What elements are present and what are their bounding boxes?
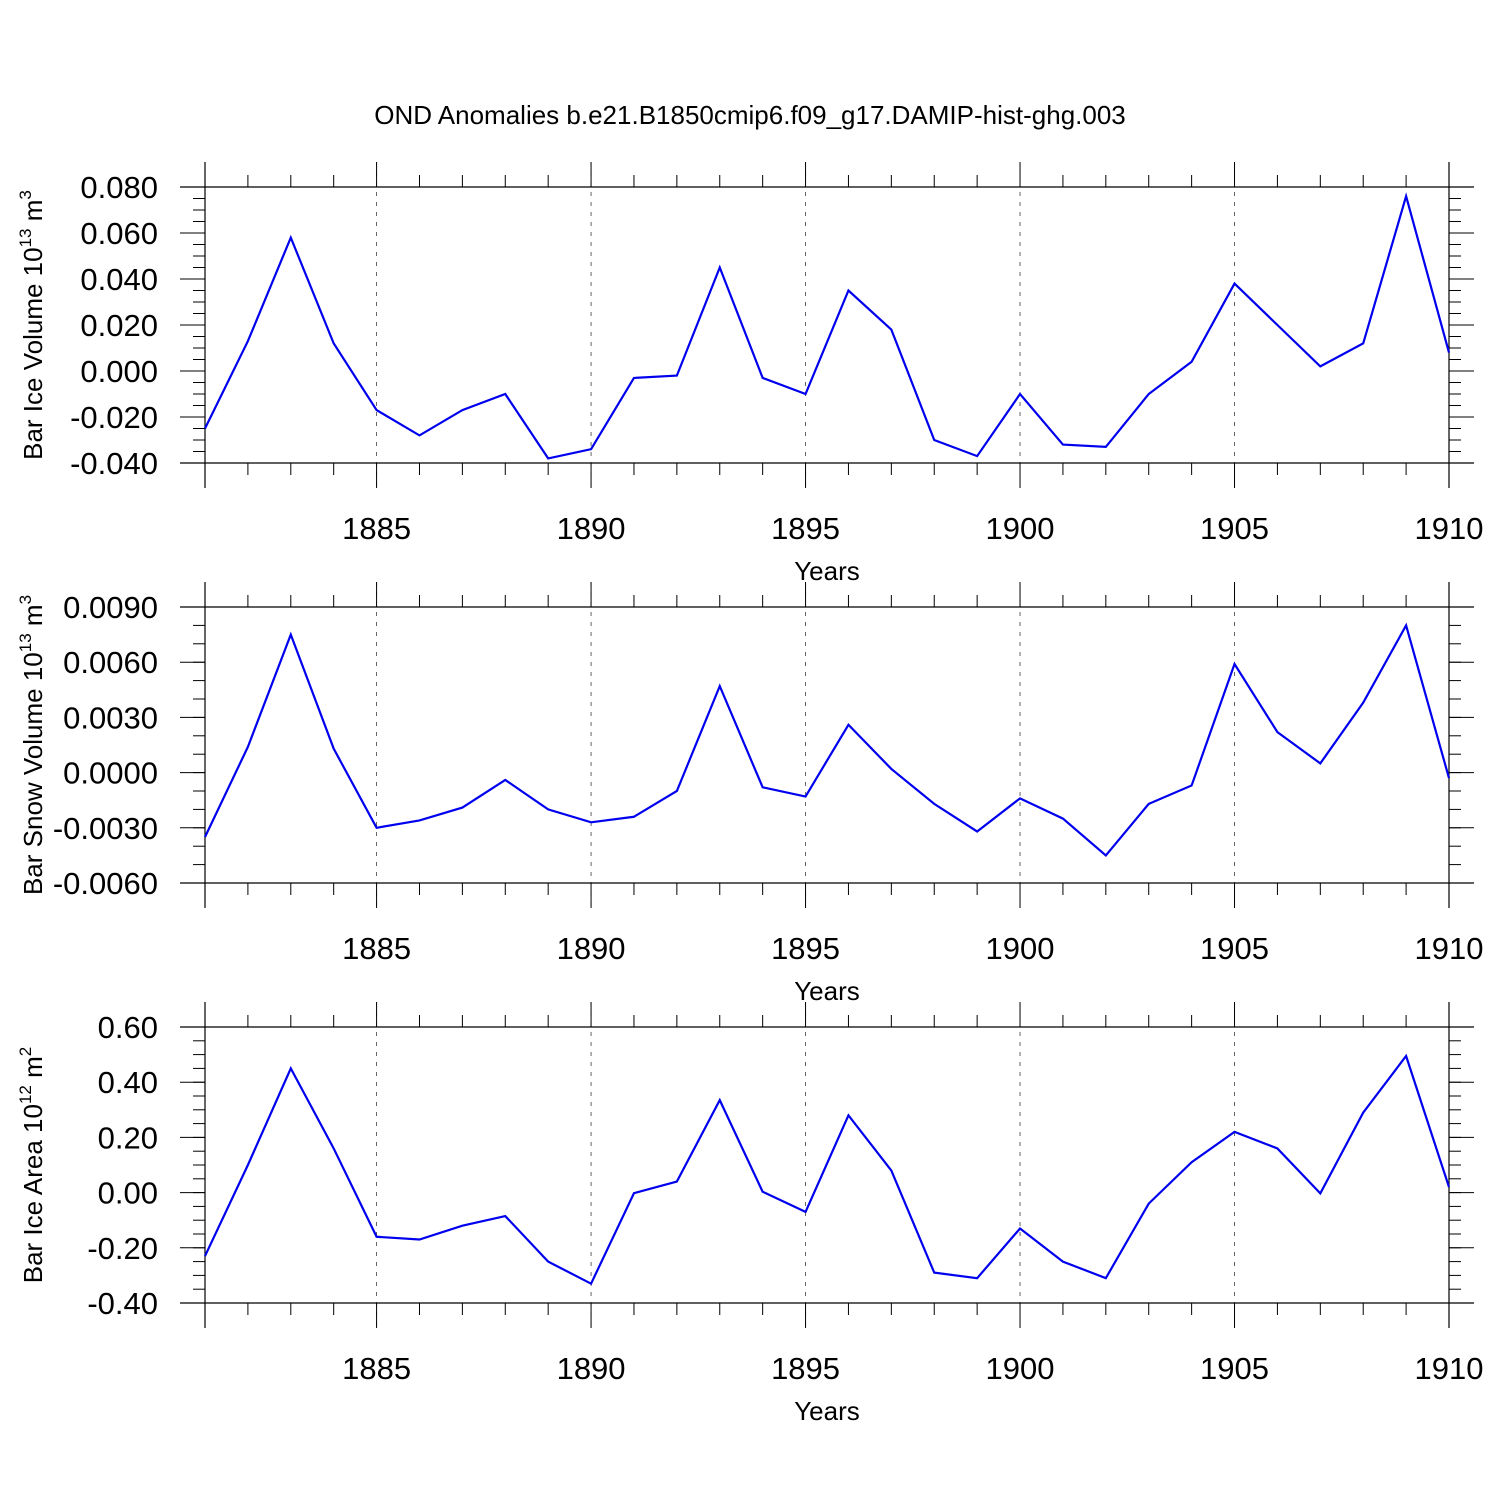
- y-tick-label: 0.0060: [63, 645, 158, 680]
- y-axis-label-unit-exponent: 2: [16, 1047, 35, 1056]
- x-tick-label: 1895: [771, 511, 840, 546]
- x-tick-label: 1890: [557, 511, 626, 546]
- y-tick-label: 0.000: [80, 354, 158, 389]
- y-axis-label-exponent: 13: [16, 633, 35, 652]
- y-axis-label-unit: m: [18, 200, 48, 229]
- x-tick-label: 1885: [342, 931, 411, 966]
- y-tick-label: 0.040: [80, 262, 158, 297]
- y-tick-label: -0.40: [87, 1286, 158, 1321]
- y-tick-label: 0.20: [98, 1120, 158, 1155]
- y-tick-label: -0.0030: [53, 811, 158, 846]
- x-tick-label: 1895: [771, 1351, 840, 1386]
- y-axis-label: Bar Ice Volume 1013 m3: [16, 190, 48, 460]
- y-tick-label: -0.040: [70, 446, 158, 481]
- x-tick-label: 1895: [771, 931, 840, 966]
- x-tick-label: 1885: [342, 511, 411, 546]
- x-tick-label: 1900: [986, 931, 1055, 966]
- y-tick-label: 0.080: [80, 170, 158, 205]
- series-line: [205, 1056, 1449, 1284]
- x-tick-label: 1900: [986, 1351, 1055, 1386]
- y-axis-label-unit: m: [18, 604, 48, 633]
- series-line: [205, 625, 1449, 855]
- y-tick-label: 0.020: [80, 308, 158, 343]
- x-axis-label: Years: [794, 976, 860, 1006]
- x-tick-label: 1905: [1200, 931, 1269, 966]
- y-tick-label: 0.60: [98, 1010, 158, 1045]
- chart-panel-1: -0.040 -0.020 0.000 0.020 0.040 0.060 0.080 188…: [16, 162, 1483, 586]
- x-axis-label: Years: [794, 1396, 860, 1426]
- y-tick-label: -0.20: [87, 1231, 158, 1266]
- y-tick-label: 0.0000: [63, 756, 158, 791]
- y-axis-label-unit-exponent: 3: [16, 190, 35, 199]
- y-tick-label: 0.40: [98, 1065, 158, 1100]
- y-axis-label-text: Bar Ice Area 10: [18, 1104, 48, 1283]
- y-axis-label-exponent: 12: [16, 1085, 35, 1104]
- x-axis-label: Years: [794, 556, 860, 586]
- y-axis-label-text: Bar Snow Volume 10: [18, 652, 48, 895]
- y-tick-label: 0.00: [98, 1176, 158, 1211]
- y-tick-label: -0.020: [70, 400, 158, 435]
- x-tick-label: 1910: [1415, 1351, 1484, 1386]
- x-tick-label: 1890: [557, 931, 626, 966]
- y-tick-label: 0.0030: [63, 700, 158, 735]
- y-axis-label: Bar Snow Volume 1013 m3: [16, 595, 48, 895]
- y-tick-label: -0.0060: [53, 866, 158, 901]
- x-tick-label: 1890: [557, 1351, 626, 1386]
- y-axis-label-unit-exponent: 3: [16, 595, 35, 604]
- y-axis-label-exponent: 13: [16, 228, 35, 247]
- figure-title: OND Anomalies b.e21.B1850cmip6.f09_g17.D…: [374, 100, 1126, 130]
- chart-panel-3: -0.40 -0.20 0.00 0.20 0.40 0.60 1885 1890 1895 19…: [16, 1002, 1483, 1426]
- y-axis-label-unit: m: [18, 1056, 48, 1085]
- y-axis-label-text: Bar Ice Volume 10: [18, 247, 48, 459]
- chart-panel-2: -0.0060 -0.0030 0.0000 0.0030 0.0060 0.0090 18…: [16, 582, 1483, 1006]
- x-tick-label: 1885: [342, 1351, 411, 1386]
- x-tick-label: 1905: [1200, 511, 1269, 546]
- y-tick-label: 0.060: [80, 216, 158, 251]
- x-tick-label: 1900: [986, 511, 1055, 546]
- x-tick-label: 1910: [1415, 931, 1484, 966]
- x-tick-label: 1905: [1200, 1351, 1269, 1386]
- series-line: [205, 196, 1449, 458]
- x-tick-label: 1910: [1415, 511, 1484, 546]
- y-tick-label: 0.0090: [63, 590, 158, 625]
- y-axis-label: Bar Ice Area 1012 m2: [16, 1047, 48, 1284]
